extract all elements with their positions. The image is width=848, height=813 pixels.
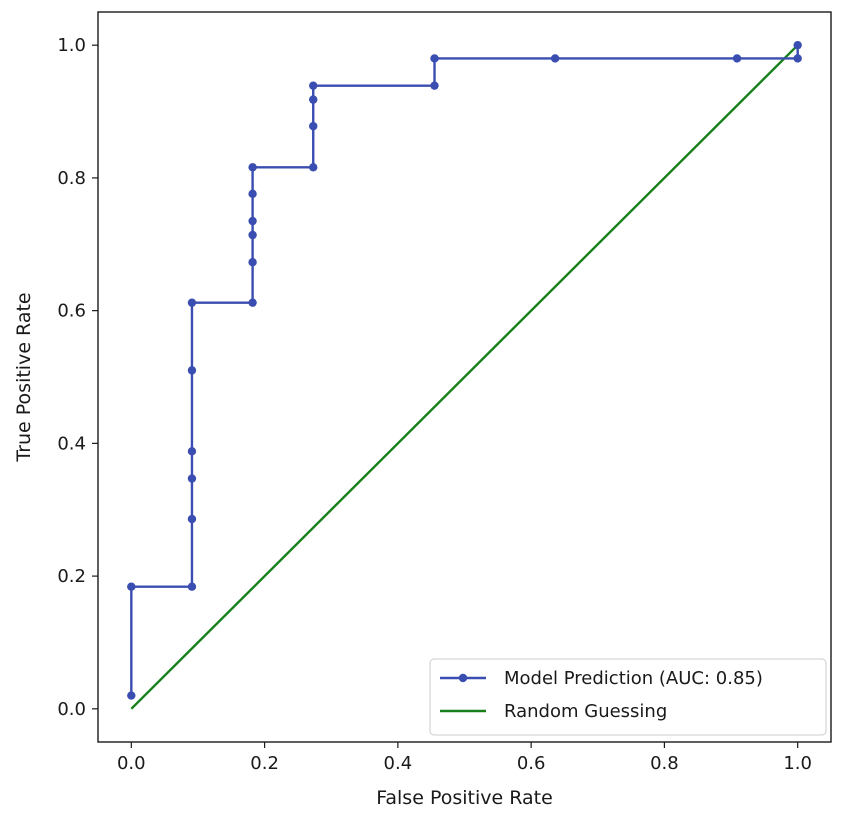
- data-point: [793, 40, 802, 50]
- y-axis-title: True Positive Rate: [13, 292, 35, 462]
- data-point: [248, 257, 257, 267]
- x-axis-title: False Positive Rate: [376, 787, 553, 809]
- x-tick-label: 0.2: [250, 753, 279, 774]
- series-model-prediction: [127, 40, 802, 700]
- data-point: [187, 298, 197, 307]
- data-point: [430, 54, 439, 63]
- data-point: [248, 216, 257, 226]
- data-point: [187, 582, 197, 591]
- data-point: [187, 366, 197, 375]
- series-line-model-prediction: [130, 45, 799, 696]
- x-axis: 0.0 0.2 0.4 0.6 0.8 1.0: [117, 742, 812, 774]
- data-point: [550, 54, 560, 63]
- data-point: [187, 514, 197, 524]
- data-point: [248, 230, 257, 240]
- y-tick-label: 0.8: [57, 168, 86, 189]
- data-point: [248, 298, 257, 307]
- data-point: [309, 121, 318, 131]
- legend: Model Prediction (AUC: 0.85) Random Gues…: [429, 658, 827, 736]
- x-tick-label: 1.0: [783, 753, 812, 774]
- x-tick-label: 0.6: [517, 753, 546, 774]
- x-tick-label: 0.0: [117, 753, 146, 774]
- data-point: [187, 447, 197, 456]
- data-point: [309, 163, 318, 172]
- legend-label-model-prediction: Model Prediction (AUC: 0.85): [504, 668, 763, 689]
- data-point: [248, 189, 257, 199]
- y-tick-label: 1.0: [57, 35, 86, 56]
- data-point: [187, 474, 197, 483]
- x-tick-label: 0.4: [384, 753, 413, 774]
- data-point: [309, 95, 318, 104]
- plot-frame: [97, 11, 832, 743]
- data-point: [732, 54, 742, 63]
- y-axis: 0.0 0.2 0.4 0.6 0.8 1.0: [57, 35, 98, 720]
- legend-box: [429, 658, 827, 736]
- data-point: [127, 691, 136, 700]
- data-point: [248, 163, 257, 172]
- legend-label-random-guessing: Random Guessing: [504, 701, 667, 722]
- data-point: [127, 582, 136, 591]
- series-layer: [127, 40, 802, 710]
- data-point: [430, 81, 439, 90]
- data-point: [793, 54, 802, 63]
- series-line-random-guessing: [130, 44, 799, 710]
- x-tick-label: 0.8: [650, 753, 679, 774]
- series-random-guessing: [130, 44, 799, 710]
- legend-marker-model-prediction: [458, 673, 468, 683]
- y-tick-label: 0.6: [57, 301, 86, 322]
- y-tick-label: 0.4: [57, 433, 86, 454]
- data-point: [309, 81, 318, 90]
- y-tick-label: 0.2: [57, 566, 86, 587]
- y-tick-label: 0.0: [57, 699, 86, 720]
